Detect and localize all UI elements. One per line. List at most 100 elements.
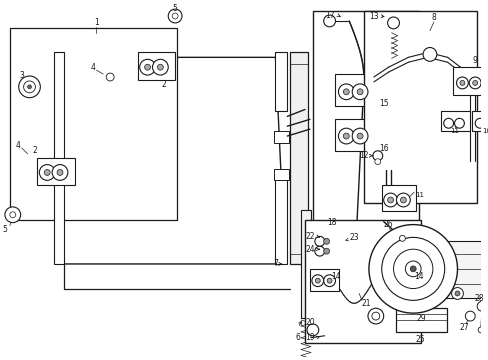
Bar — [471, 112, 488, 131]
Circle shape — [306, 324, 318, 336]
Circle shape — [459, 81, 464, 85]
Polygon shape — [54, 57, 285, 264]
Circle shape — [396, 193, 409, 207]
Circle shape — [450, 288, 463, 300]
Circle shape — [387, 17, 399, 29]
Text: 20: 20 — [305, 319, 314, 328]
Circle shape — [152, 59, 168, 75]
Circle shape — [343, 133, 348, 139]
Text: 23: 23 — [348, 233, 358, 242]
Text: 2: 2 — [162, 80, 166, 89]
Circle shape — [27, 85, 31, 89]
Circle shape — [409, 266, 415, 272]
Circle shape — [338, 84, 353, 100]
Circle shape — [387, 197, 393, 203]
Circle shape — [52, 165, 68, 180]
Text: 17: 17 — [324, 10, 334, 19]
Bar — [275, 53, 286, 112]
Text: 15: 15 — [378, 99, 388, 108]
Text: 5: 5 — [172, 4, 177, 13]
Circle shape — [314, 237, 324, 246]
Circle shape — [23, 81, 35, 93]
Bar — [312, 11, 418, 282]
Circle shape — [323, 238, 329, 244]
Circle shape — [19, 76, 40, 98]
Circle shape — [381, 237, 444, 300]
Circle shape — [456, 77, 468, 89]
Bar — [309, 269, 339, 291]
Bar — [273, 168, 289, 180]
Bar — [301, 210, 310, 318]
Text: 13: 13 — [368, 12, 378, 21]
Circle shape — [368, 225, 457, 313]
Circle shape — [157, 64, 163, 70]
Circle shape — [323, 275, 335, 287]
Text: 9: 9 — [472, 56, 477, 65]
Circle shape — [351, 84, 367, 100]
Circle shape — [338, 128, 353, 144]
Bar — [334, 119, 373, 151]
Bar — [275, 175, 286, 264]
Circle shape — [374, 159, 380, 165]
Circle shape — [393, 249, 432, 289]
Circle shape — [485, 118, 488, 128]
Text: 12: 12 — [359, 151, 368, 160]
Circle shape — [5, 207, 20, 222]
Bar — [37, 158, 75, 185]
Circle shape — [477, 327, 483, 333]
Circle shape — [371, 312, 379, 320]
Text: 24: 24 — [305, 245, 314, 254]
Circle shape — [10, 212, 16, 218]
Circle shape — [172, 13, 178, 19]
Text: 27: 27 — [459, 323, 468, 332]
Circle shape — [106, 73, 114, 81]
Text: 11: 11 — [415, 192, 424, 198]
Bar — [273, 131, 289, 143]
Bar — [54, 53, 64, 264]
Circle shape — [140, 59, 155, 75]
Text: 8: 8 — [430, 13, 435, 22]
Circle shape — [405, 261, 420, 277]
Circle shape — [474, 118, 484, 128]
Text: 4: 4 — [15, 141, 20, 150]
Circle shape — [383, 193, 397, 207]
Text: 11: 11 — [449, 128, 458, 134]
Circle shape — [472, 81, 477, 85]
Text: 10: 10 — [482, 128, 488, 134]
Circle shape — [311, 275, 323, 287]
Bar — [305, 220, 420, 343]
Text: 14: 14 — [413, 272, 423, 281]
Bar — [363, 11, 476, 203]
Circle shape — [326, 278, 331, 283]
Circle shape — [168, 9, 182, 23]
Text: 26: 26 — [383, 220, 393, 229]
Circle shape — [454, 291, 459, 296]
Circle shape — [315, 278, 320, 283]
Text: 16: 16 — [378, 144, 388, 153]
Bar — [444, 241, 488, 298]
Bar — [290, 53, 307, 264]
Circle shape — [443, 118, 453, 128]
Text: 3: 3 — [19, 71, 24, 80]
Bar — [138, 53, 175, 80]
Text: 21: 21 — [361, 299, 370, 308]
Circle shape — [465, 311, 474, 321]
Circle shape — [422, 48, 436, 61]
Text: 6: 6 — [295, 333, 300, 342]
Bar — [452, 67, 488, 95]
Circle shape — [400, 197, 406, 203]
Circle shape — [39, 165, 55, 180]
Text: 7: 7 — [272, 260, 277, 269]
Circle shape — [343, 89, 348, 95]
Circle shape — [44, 170, 50, 175]
Circle shape — [399, 235, 405, 241]
Text: 25: 25 — [414, 335, 424, 344]
Circle shape — [468, 77, 480, 89]
Circle shape — [314, 246, 324, 256]
Circle shape — [372, 151, 382, 161]
Circle shape — [351, 128, 367, 144]
Circle shape — [454, 118, 464, 128]
Circle shape — [356, 89, 362, 95]
Circle shape — [57, 170, 63, 175]
Circle shape — [476, 301, 486, 311]
